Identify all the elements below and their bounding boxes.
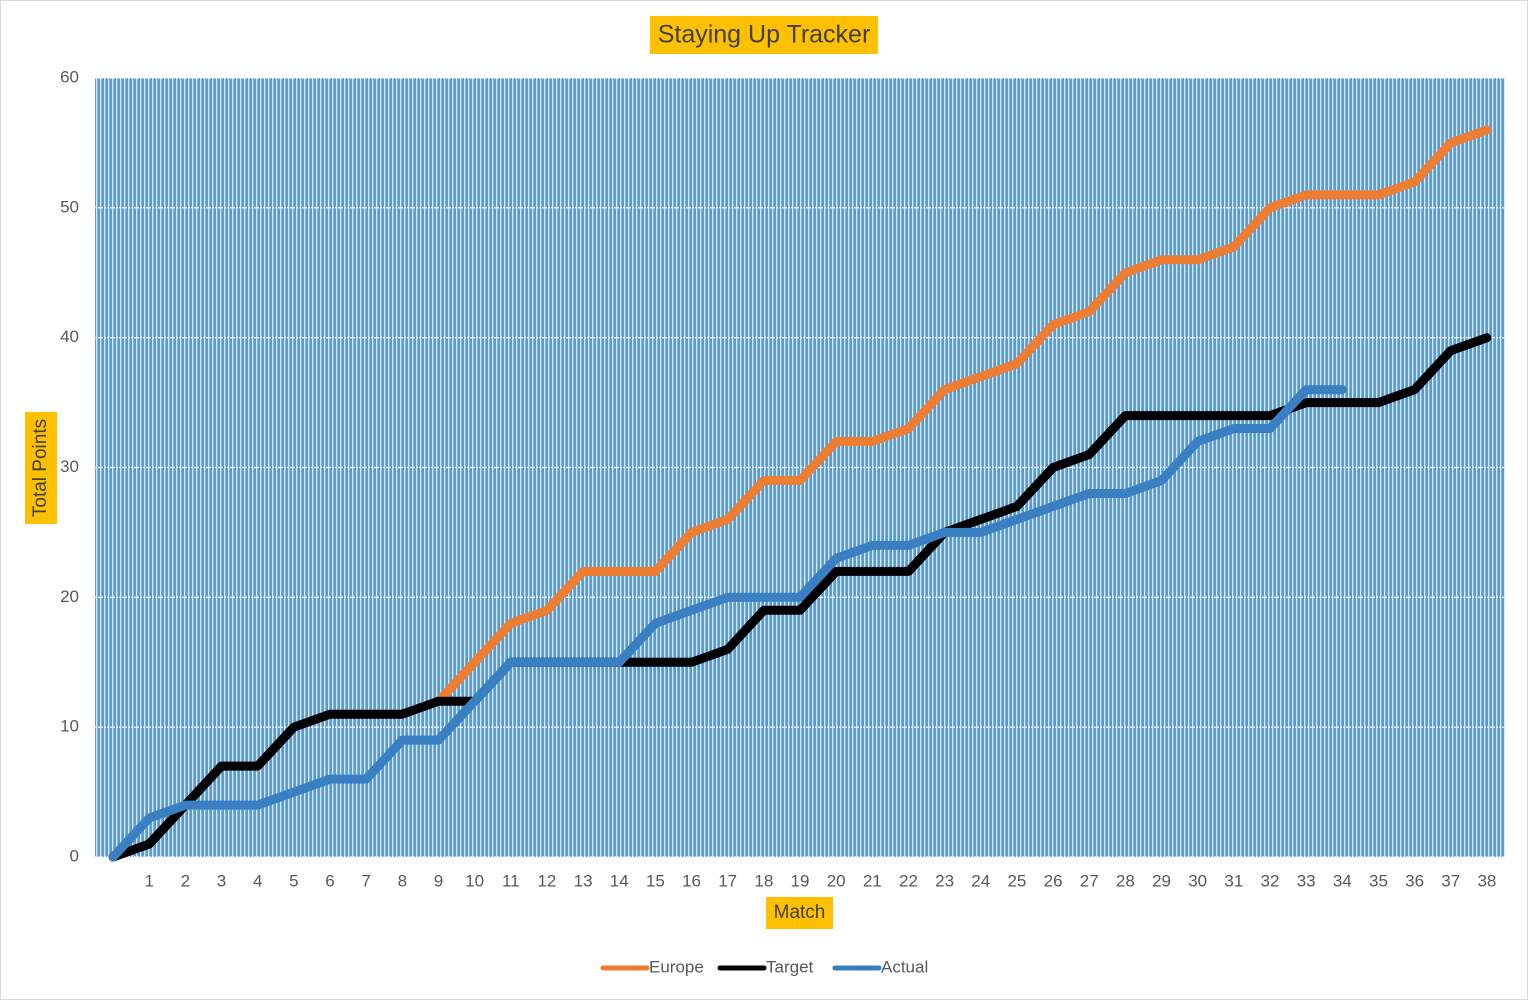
y-tick-label: 0	[70, 846, 79, 865]
x-tick-label: 13	[574, 871, 593, 890]
x-tick-label: 29	[1152, 871, 1171, 890]
y-title-box	[25, 412, 57, 524]
y-axis-title: Total Points	[30, 419, 51, 517]
x-tick-label: 21	[863, 871, 882, 890]
x-tick-label: 22	[899, 871, 918, 890]
x-tick-label: 1	[144, 871, 153, 890]
legend-label: Actual	[881, 957, 928, 976]
x-tick-label: 4	[253, 871, 262, 890]
x-axis-title: Match	[774, 902, 826, 923]
x-tick-label: 38	[1477, 871, 1496, 890]
x-tick-label: 30	[1188, 871, 1207, 890]
x-tick-label: 33	[1297, 871, 1316, 890]
x-tick-label: 16	[682, 871, 701, 890]
y-tick-label: 20	[60, 587, 79, 606]
lines	[108, 125, 1492, 862]
legend-label: Europe	[649, 957, 704, 976]
x-tick-label: 28	[1116, 871, 1135, 890]
x-tick-label: 3	[217, 871, 226, 890]
x-tick-label: 27	[1080, 871, 1099, 890]
x-tick-label: 23	[935, 871, 954, 890]
x-tick-label: 17	[718, 871, 737, 890]
x-tick-label: 15	[646, 871, 665, 890]
title-box	[650, 16, 878, 54]
x-tick-label: 2	[181, 871, 190, 890]
x-tick-label: 20	[827, 871, 846, 890]
x-tick-label: 5	[289, 871, 298, 890]
y-tick-label: 30	[60, 457, 79, 476]
x-tick-label: 12	[537, 871, 556, 890]
x-tick-label: 18	[754, 871, 773, 890]
x-tick-label: 11	[502, 871, 520, 890]
x-tick-label: 14	[610, 871, 629, 890]
legend-label: Target	[766, 957, 814, 976]
x-tick-label: 35	[1369, 871, 1388, 890]
y-tick-label: 40	[60, 327, 79, 346]
series-line	[108, 385, 1347, 862]
y-tick-label: 10	[60, 717, 79, 736]
x-tick-label: 37	[1441, 871, 1460, 890]
x-tick-label: 32	[1261, 871, 1280, 890]
x-tick-label: 6	[325, 871, 334, 890]
chart-title: Staying Up Tracker	[658, 21, 871, 49]
x-tick-label: 26	[1044, 871, 1063, 890]
x-tick-label: 10	[465, 871, 484, 890]
legend: Europe Target Actual	[600, 957, 928, 976]
x-tick-label: 7	[361, 871, 370, 890]
x-tick-label: 19	[791, 871, 810, 890]
x-tick-label: 36	[1405, 871, 1424, 890]
x-tick-label: 25	[1007, 871, 1026, 890]
y-tick-label: 50	[60, 197, 79, 216]
y-tick-label: 60	[60, 67, 79, 86]
series-line	[108, 333, 1492, 862]
x-title-box	[766, 897, 833, 929]
x-tick-label: 8	[398, 871, 407, 890]
x-tick-label: 34	[1333, 871, 1352, 890]
x-tick-label: 24	[971, 871, 990, 890]
x-tick-label: 9	[434, 871, 443, 890]
x-tick-label: 31	[1224, 871, 1243, 890]
